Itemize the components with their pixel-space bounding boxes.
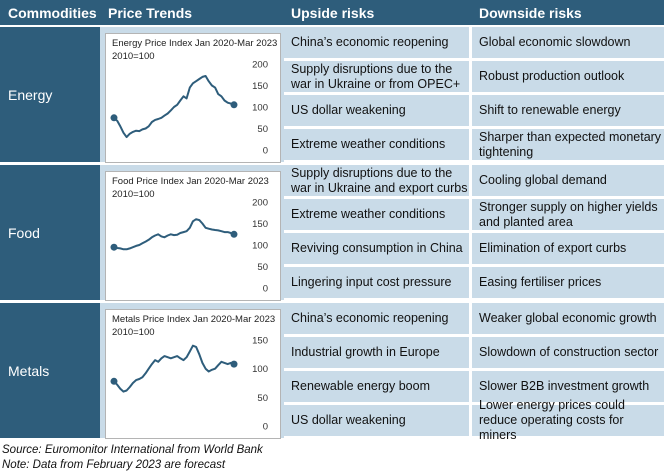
upside-risk-cell: Supply disruptions due to the war in Ukr… [284,61,469,92]
chart-base-year: 2010=100 [112,189,155,200]
upside-risk-cell: Renewable energy boom [284,371,469,402]
y-tick-label: 200 [252,60,268,71]
chart-base-year: 2010=100 [112,327,155,338]
downside-risk-cell: Robust production outlook [472,61,664,92]
downside-risk-cell: Weaker global economic growth [472,303,664,334]
section-energy: Energy Energy Price Index Jan 2020-Mar 20… [0,27,664,163]
commodity-label: Energy [0,27,100,162]
index-line [113,344,235,393]
chart-plot: 200 150 100 50 0 [110,60,268,157]
header-upside-risks: Upside risks [291,5,375,21]
upside-risk-cell: US dollar weakening [284,95,469,126]
commodity-label: Metals [0,303,100,438]
y-tick-label: 100 [252,364,268,375]
upside-risk-cell: Reviving consumption in China [284,233,469,264]
y-tick-label: 200 [252,198,268,209]
chart-title: Energy Price Index Jan 2020-Mar 2023 [112,38,278,49]
price-index-chart: Metals Price Index Jan 2020-Mar 2023 2010… [105,309,281,439]
end-point-marker [230,101,238,109]
downside-risk-cell: Shift to renewable energy [472,95,664,126]
upside-risk-cell: Extreme weather conditions [284,199,469,230]
y-tick-label: 50 [257,124,268,135]
price-trend-cell: Energy Price Index Jan 2020-Mar 2023 2010… [100,27,284,163]
header-commodities: Commodities [8,5,97,21]
price-trend-cell: Metals Price Index Jan 2020-Mar 2023 2010… [100,303,284,439]
upside-risk-cell: Lingering input cost pressure [284,267,469,298]
downside-risk-cell: Sharper than expected monetary tightenin… [472,129,664,160]
downside-risk-cell: Global economic slowdown [472,27,664,58]
table-header: Commodities Price Trends Upside risks Do… [0,0,664,25]
header-downside-risks: Downside risks [479,5,582,21]
start-point-marker [110,377,118,385]
header-price-trends: Price Trends [108,5,193,21]
chart-title: Food Price Index Jan 2020-Mar 2023 [112,176,269,187]
y-tick-label: 100 [252,241,268,252]
index-line [113,75,235,139]
end-point-marker [230,230,238,238]
downside-risk-cell: Elimination of export curbs [472,233,664,264]
y-tick-label: 150 [252,336,268,347]
y-tick-label: 150 [252,219,268,230]
section-metals: Metals Metals Price Index Jan 2020-Mar 20… [0,303,664,442]
upside-risk-cell: US dollar weakening [284,405,469,436]
downside-risk-cell: Stronger supply on higher yields and pla… [472,199,664,230]
downside-risk-cell: Slower B2B investment growth [472,371,664,402]
downside-risk-cell: Slowdown of construction sector [472,337,664,368]
downside-risk-cell: Cooling global demand [472,165,664,196]
forecast-note: Note: Data from February 2023 are foreca… [2,459,226,471]
section-food: Food Food Price Index Jan 2020-Mar 2023 20… [0,165,664,301]
upside-risk-cell: Extreme weather conditions [284,129,469,160]
upside-risk-cell: China’s economic reopening [284,27,469,58]
chart-title: Metals Price Index Jan 2020-Mar 2023 [112,314,276,325]
end-point-marker [230,360,238,368]
index-line [113,218,235,251]
upside-risk-cell: Supply disruptions due to the war in Ukr… [284,165,469,196]
downside-risk-cell: Easing fertiliser prices [472,267,664,298]
start-point-marker [110,114,118,122]
upside-risk-cell: Industrial growth in Europe [284,337,469,368]
y-tick-label: 0 [263,284,268,295]
y-tick-label: 0 [263,146,268,157]
price-trend-cell: Food Price Index Jan 2020-Mar 2023 2010=1… [100,165,284,301]
start-point-marker [110,243,118,251]
y-tick-label: 100 [252,103,268,114]
price-index-chart: Energy Price Index Jan 2020-Mar 2023 2010… [105,33,281,163]
y-tick-label: 0 [263,422,268,433]
source-note: Source: Euromonitor International from W… [2,444,263,456]
chart-base-year: 2010=100 [112,51,155,62]
chart-plot: 200 150 100 50 0 [110,198,268,295]
upside-risk-cell: China’s economic reopening [284,303,469,334]
price-index-chart: Food Price Index Jan 2020-Mar 2023 2010=1… [105,171,281,301]
commodity-label: Food [0,165,100,300]
y-tick-label: 150 [252,81,268,92]
y-tick-label: 50 [257,393,268,404]
downside-risk-cell: Lower energy prices could reduce operati… [472,398,664,442]
y-tick-label: 50 [257,262,268,273]
chart-plot: 150 100 50 0 [110,336,268,433]
